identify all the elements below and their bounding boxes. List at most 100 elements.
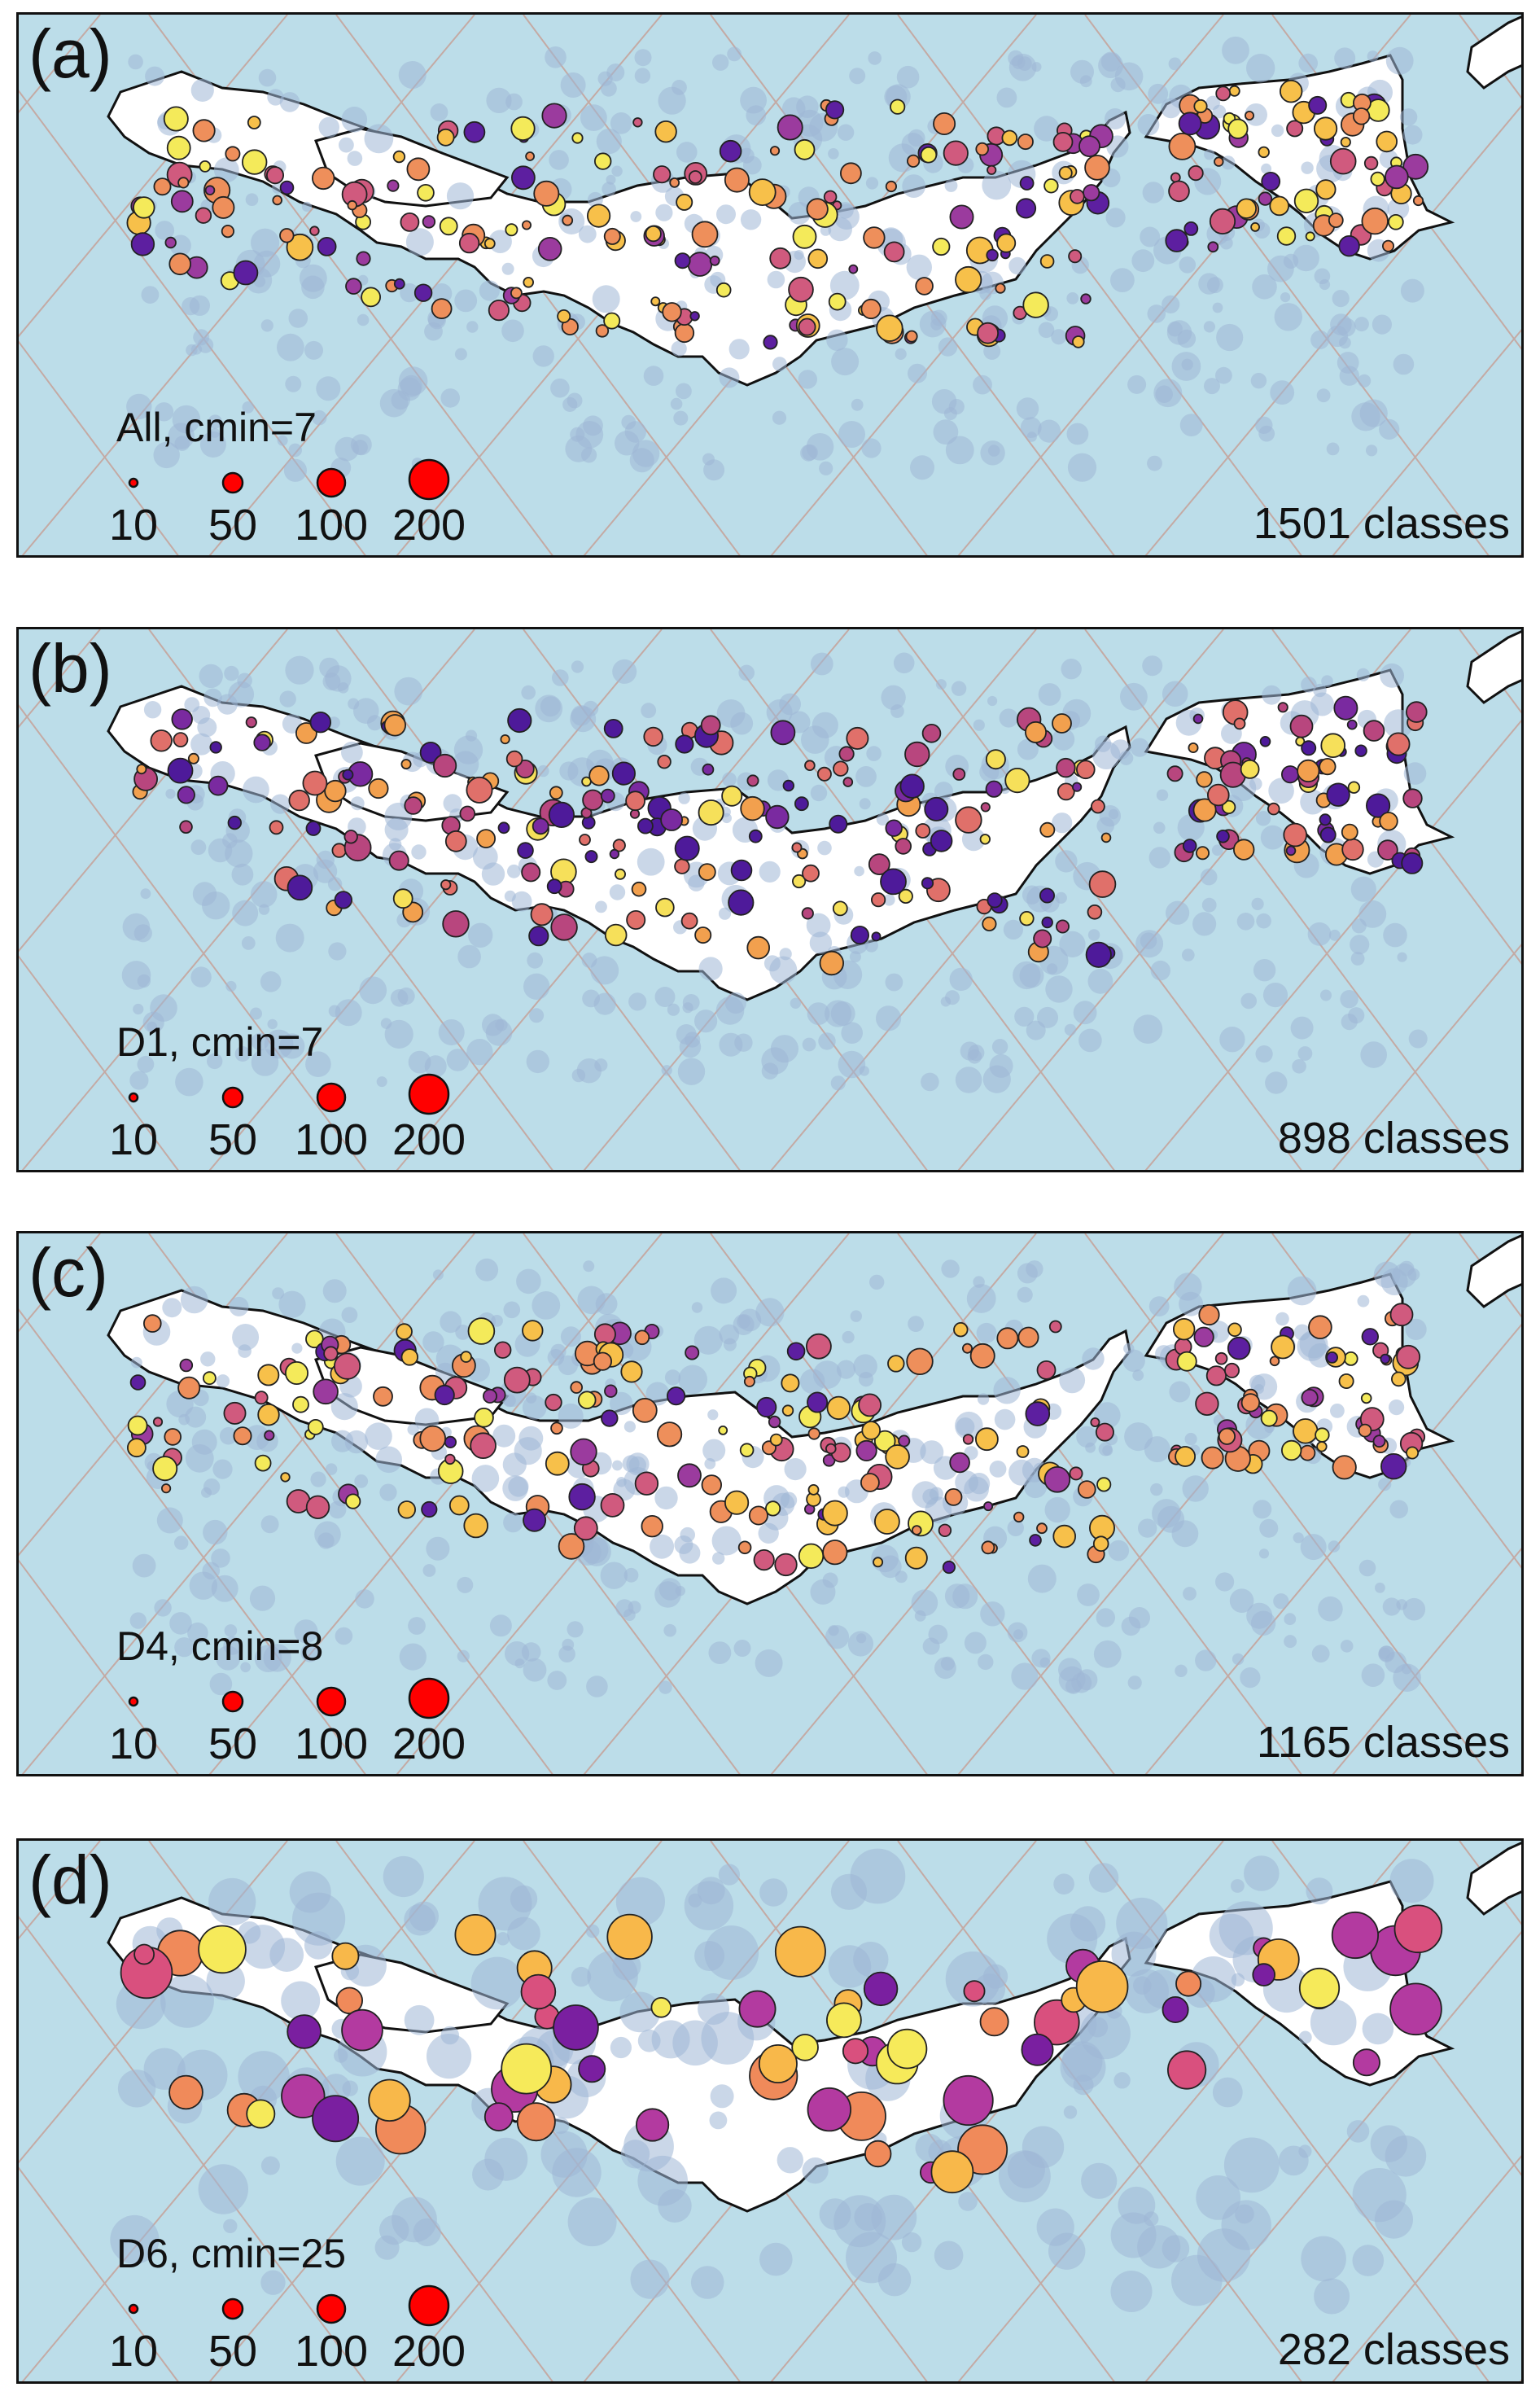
sea-class-circle (716, 204, 736, 225)
sea-class-circle (634, 68, 651, 84)
land-class-circle (975, 142, 989, 156)
sea-class-circle (933, 419, 959, 445)
land-class-circle (570, 1438, 597, 1465)
sea-class-circle (623, 1567, 639, 1583)
land-class-circle (177, 177, 190, 189)
land-class-circle (709, 255, 720, 266)
sea-class-circle (672, 80, 687, 95)
land-class-circle (1057, 782, 1075, 801)
sea-class-circle (1267, 255, 1294, 283)
sea-class-circle (1198, 273, 1220, 295)
sea-class-circle (155, 221, 175, 240)
land-class-circle (578, 2055, 606, 2083)
land-class-circle (1329, 147, 1357, 175)
land-class-circle (272, 195, 283, 206)
land-class-circle (550, 1421, 563, 1435)
land-class-circle (309, 711, 332, 734)
land-islet (1466, 1234, 1521, 1308)
meridian-line (1332, 944, 1521, 1170)
land-class-circle (1361, 207, 1389, 235)
sea-class-circle (1350, 876, 1376, 902)
land-class-circle (601, 1409, 619, 1427)
sea-class-circle (637, 848, 665, 876)
land-class-circle (645, 225, 662, 243)
sea-class-circle (209, 1672, 233, 1696)
sea-class-circle (761, 1062, 779, 1080)
sea-class-circle (1258, 1548, 1270, 1559)
land-class-circle (1269, 1356, 1280, 1367)
sea-class-circle (422, 1564, 436, 1577)
land-class-circle (740, 795, 765, 821)
sea-class-circle (244, 1425, 270, 1450)
sea-class-circle (842, 1330, 855, 1344)
sea-class-circle (977, 1393, 990, 1405)
land-class-circle (1196, 846, 1210, 861)
class-count: 282 classes (1277, 2325, 1510, 2374)
sea-class-circle (260, 1515, 279, 1534)
sea-class-circle (595, 1293, 618, 1315)
land-class-circle (179, 1358, 194, 1373)
sea-class-circle (496, 1932, 510, 1946)
sea-class-circle (912, 1481, 939, 1509)
land-class-circle (1083, 184, 1100, 202)
sea-class-circle (1223, 2137, 1280, 2193)
land-class-circle (774, 1553, 798, 1577)
land-class-circle (634, 1329, 650, 1346)
land-class-circle (281, 2074, 326, 2118)
land-class-circle (227, 815, 243, 830)
sea-class-circle (1100, 51, 1122, 72)
land-class-circle (1293, 188, 1319, 214)
land-class-circle (791, 874, 807, 889)
land-class-circle (419, 741, 442, 764)
land-class-circle (979, 834, 991, 845)
sea-class-circle (1162, 295, 1180, 313)
sea-class-circle (619, 1991, 661, 2033)
sea-class-circle (1177, 329, 1197, 348)
sea-class-circle (1130, 738, 1149, 757)
sea-class-circle (190, 966, 212, 988)
sea-class-circle (289, 1871, 331, 1913)
sea-class-circle (1358, 374, 1372, 388)
sea-class-circle (277, 435, 288, 446)
land-class-circle (204, 185, 216, 196)
sea-class-circle (1246, 54, 1275, 83)
sea-class-circle (871, 2194, 917, 2241)
land-class-circle (1382, 239, 1395, 252)
parallel-line (19, 1916, 366, 2381)
sea-class-circle (185, 1443, 214, 1473)
sea-class-circle (1321, 675, 1333, 687)
land-class-circle (1016, 1445, 1030, 1458)
sea-class-circle (198, 2164, 248, 2214)
sea-class-circle (160, 1974, 214, 2028)
sea-class-circle (1179, 256, 1197, 274)
sea-class-circle (1181, 358, 1193, 370)
sea-class-circle (225, 980, 237, 992)
land-class-circle (702, 763, 715, 776)
sea-class-circle (1326, 442, 1340, 456)
sea-class-circle (1354, 317, 1369, 332)
sea-class-circle (169, 1612, 192, 1635)
sea-class-circle (1362, 2013, 1394, 2045)
land-class-circle (748, 178, 777, 207)
land-class-circle (883, 241, 905, 263)
sea-class-circle (790, 997, 802, 1009)
legend-size-circle (408, 1677, 450, 1719)
sea-class-circle (1014, 1006, 1035, 1027)
sea-class-circle (855, 766, 877, 787)
parallel-line (1459, 629, 1521, 714)
sea-class-circle (763, 955, 781, 972)
land-class-circle (1297, 759, 1320, 782)
land-class-circle (167, 757, 194, 784)
sea-class-circle (398, 61, 427, 89)
sea-class-circle (1020, 417, 1042, 438)
map-canvas (19, 15, 1521, 555)
legend-size-circle (128, 477, 139, 488)
land-class-circle (400, 1348, 419, 1366)
land-class-circle (312, 2095, 360, 2143)
parallel-line (19, 704, 366, 1170)
land-class-circle (152, 1417, 164, 1427)
land-class-circle (454, 1914, 497, 1956)
land-class-circle (932, 237, 951, 256)
land-class-circle (1406, 701, 1428, 723)
land-class-circle (969, 1343, 995, 1369)
